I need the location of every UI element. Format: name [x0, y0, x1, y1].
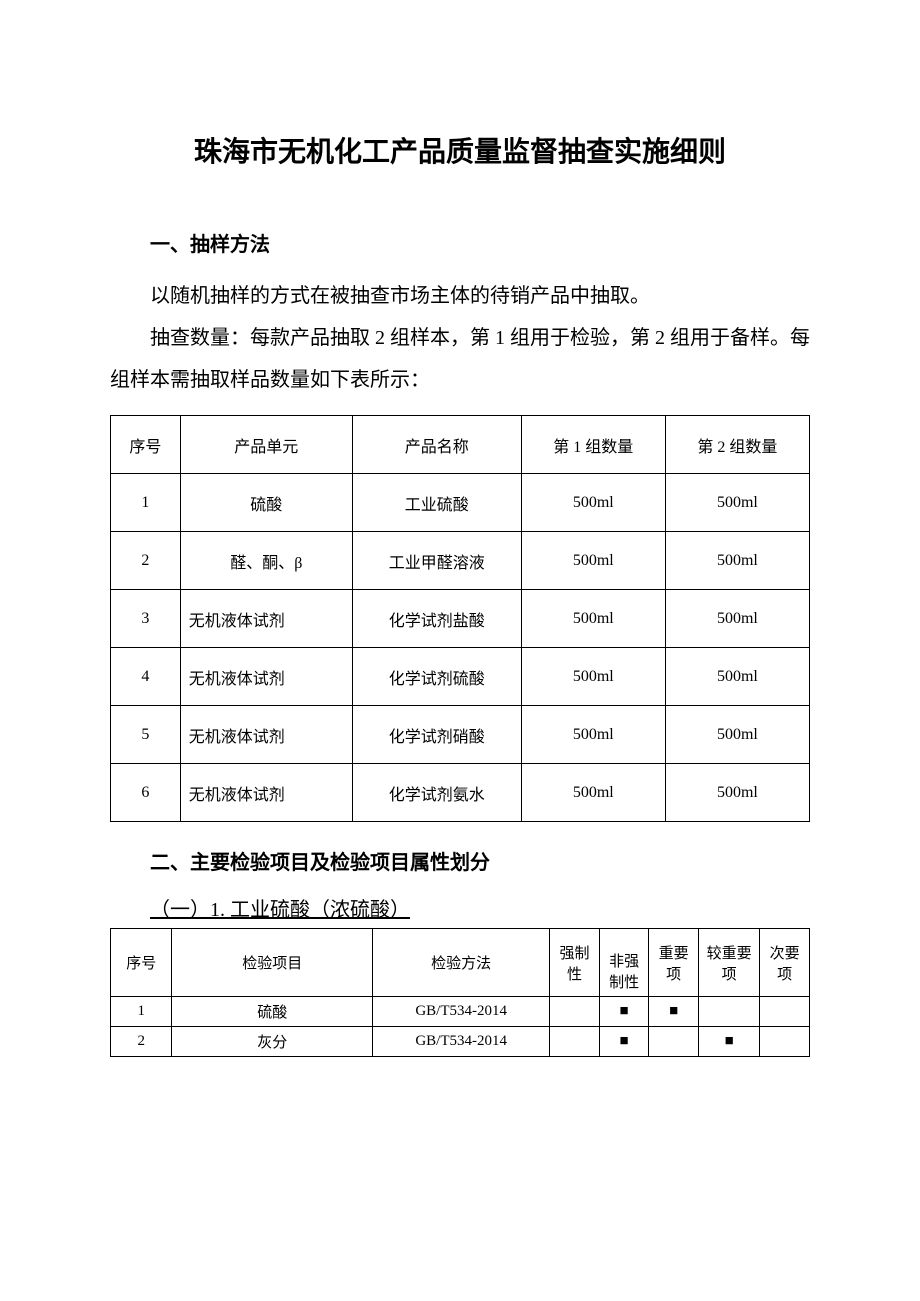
th-q1: 第 1 组数量: [521, 416, 665, 474]
inspection-table: 序号 检验项目 检验方法 强制性 非强制性 重要项 较重要项 次要项 1 硫酸 …: [110, 928, 810, 1057]
table-row: 4 无机液体试剂 化学试剂硫酸 500ml 500ml: [111, 648, 810, 706]
cell: 无机液体试剂: [180, 648, 352, 706]
cell: [698, 997, 759, 1027]
cell: 500ml: [665, 764, 809, 822]
cell: 无机液体试剂: [180, 706, 352, 764]
cell: 1: [111, 997, 172, 1027]
table-row: 1 硫酸 工业硫酸 500ml 500ml: [111, 474, 810, 532]
table-row: 5 无机液体试剂 化学试剂硝酸 500ml 500ml: [111, 706, 810, 764]
sampling-table: 序号 产品单元 产品名称 第 1 组数量 第 2 组数量 1 硫酸 工业硫酸 5…: [110, 415, 810, 822]
section1-p2: 抽查数量：每款产品抽取 2 组样本，第 1 组用于检验，第 2 组用于备样。每组…: [110, 317, 810, 401]
cell: [649, 1027, 699, 1057]
cell: 化学试剂硝酸: [352, 706, 521, 764]
cell: 1: [111, 474, 181, 532]
cell: 500ml: [665, 648, 809, 706]
cell: 硫酸: [172, 997, 373, 1027]
cell: [760, 997, 810, 1027]
table-row: 2 醛、酮、β 工业甲醛溶液 500ml 500ml: [111, 532, 810, 590]
cell: 500ml: [665, 474, 809, 532]
cell: ■: [649, 997, 699, 1027]
th-major: 重要项: [649, 929, 699, 997]
cell: 醛、酮、β: [180, 532, 352, 590]
cell: [760, 1027, 810, 1057]
cell: 500ml: [521, 706, 665, 764]
cell: 化学试剂氨水: [352, 764, 521, 822]
table-header-row: 序号 产品单元 产品名称 第 1 组数量 第 2 组数量: [111, 416, 810, 474]
table-row: 3 无机液体试剂 化学试剂盐酸 500ml 500ml: [111, 590, 810, 648]
cell: [550, 997, 600, 1027]
cell: ■: [599, 1027, 649, 1057]
cell: 化学试剂盐酸: [352, 590, 521, 648]
section2-subheading: （一）1. 工业硫酸（浓硫酸）: [110, 893, 810, 922]
section1-p1: 以随机抽样的方式在被抽查市场主体的待销产品中抽取。: [110, 275, 810, 317]
th-unit: 产品单元: [180, 416, 352, 474]
cell: 500ml: [521, 590, 665, 648]
th-seq: 序号: [111, 416, 181, 474]
cell: 4: [111, 648, 181, 706]
cell: 硫酸: [180, 474, 352, 532]
cell: 6: [111, 764, 181, 822]
cell: 2: [111, 532, 181, 590]
th-item: 检验项目: [172, 929, 373, 997]
cell: ■: [599, 997, 649, 1027]
th-mandatory: 强制性: [550, 929, 600, 997]
section1-heading: 一、抽样方法: [110, 228, 810, 257]
th-seq: 序号: [111, 929, 172, 997]
cell: 3: [111, 590, 181, 648]
th-name: 产品名称: [352, 416, 521, 474]
cell: 工业甲醛溶液: [352, 532, 521, 590]
cell: 化学试剂硫酸: [352, 648, 521, 706]
cell: 2: [111, 1027, 172, 1057]
cell: 灰分: [172, 1027, 373, 1057]
table-row: 2 灰分 GB/T534-2014 ■ ■: [111, 1027, 810, 1057]
cell: 500ml: [665, 532, 809, 590]
th-method: 检验方法: [373, 929, 550, 997]
cell: 无机液体试剂: [180, 590, 352, 648]
cell: 工业硫酸: [352, 474, 521, 532]
cell: 500ml: [665, 590, 809, 648]
cell: GB/T534-2014: [373, 1027, 550, 1057]
cell: 500ml: [521, 764, 665, 822]
cell: 5: [111, 706, 181, 764]
cell: GB/T534-2014: [373, 997, 550, 1027]
table-row: 1 硫酸 GB/T534-2014 ■ ■: [111, 997, 810, 1027]
table-row: 6 无机液体试剂 化学试剂氨水 500ml 500ml: [111, 764, 810, 822]
document-title: 珠海市无机化工产品质量监督抽查实施细则: [110, 130, 810, 170]
cell: 500ml: [521, 648, 665, 706]
cell: ■: [698, 1027, 759, 1057]
cell: 500ml: [665, 706, 809, 764]
th-mid: 较重要项: [698, 929, 759, 997]
cell: [550, 1027, 600, 1057]
th-minor: 次要项: [760, 929, 810, 997]
cell: 无机液体试剂: [180, 764, 352, 822]
cell: 500ml: [521, 532, 665, 590]
table-header-row: 序号 检验项目 检验方法 强制性 非强制性 重要项 较重要项 次要项: [111, 929, 810, 997]
section2-heading: 二、主要检验项目及检验项目属性划分: [110, 846, 810, 875]
th-nonmandatory: 非强制性: [599, 929, 649, 997]
cell: 500ml: [521, 474, 665, 532]
th-q2: 第 2 组数量: [665, 416, 809, 474]
